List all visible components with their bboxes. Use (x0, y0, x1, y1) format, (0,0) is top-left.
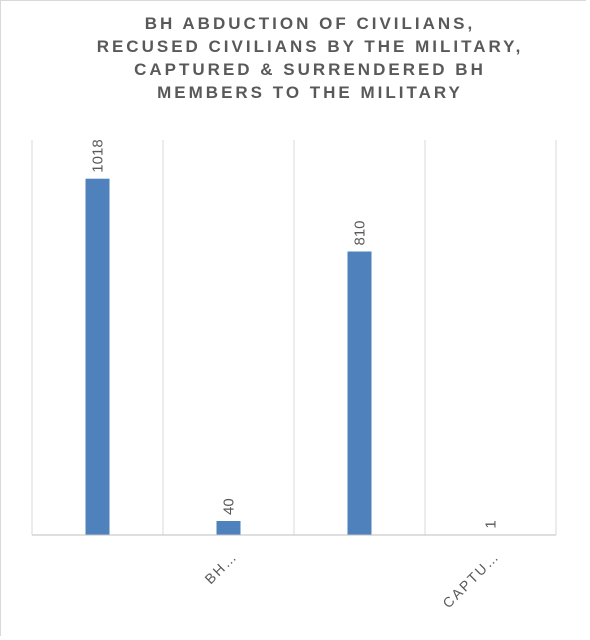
tick-label-3: CAPTU… (439, 548, 502, 611)
bar-2 (347, 251, 372, 535)
gridlines (31, 140, 557, 535)
data-label-0: 1018 (90, 139, 107, 172)
data-labels: 1018 40 810 1 (90, 139, 500, 528)
bars (85, 178, 503, 535)
data-label-3: 1 (483, 520, 500, 528)
bar-1 (216, 521, 241, 535)
data-label-1: 40 (221, 498, 238, 515)
chart-title: BH ABDUCTION OF CIVILIANS, RECUSED CIVIL… (96, 14, 524, 102)
tick-label-1: BH… (201, 548, 240, 587)
bar-0 (85, 178, 110, 535)
data-label-2: 810 (352, 220, 369, 245)
tick-labels: BH… CAPTU… (201, 548, 502, 611)
